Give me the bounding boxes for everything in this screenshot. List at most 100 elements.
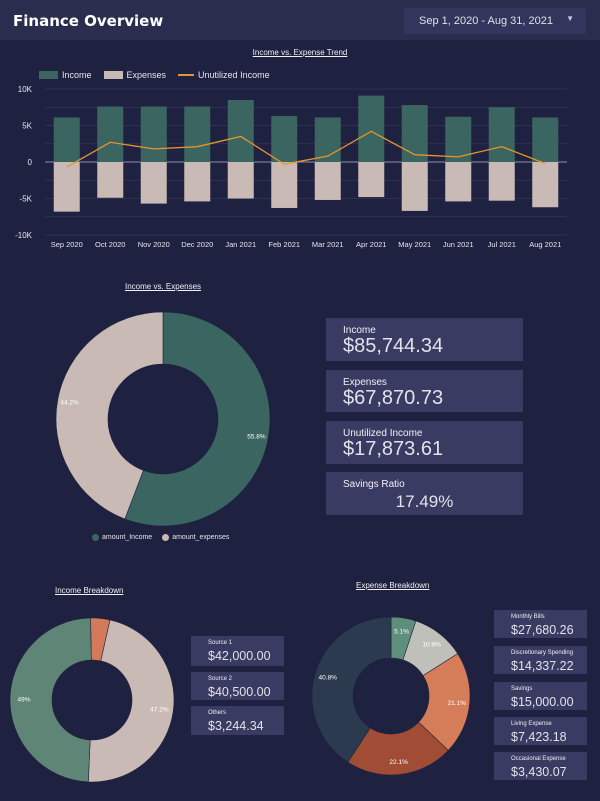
date-range-label: Sep 1, 2020 - Aug 31, 2021 — [419, 15, 553, 27]
income-vs-expenses-donut: 55.8% 44.2% — [55, 311, 271, 527]
income-breakdown-slice — [87, 619, 175, 783]
expense-living-value: $7,423.18 — [511, 730, 567, 744]
x-tick-label: May 2021 — [398, 240, 431, 249]
y-tick-label: -10K — [15, 231, 33, 240]
x-tick-label: Jun 2021 — [443, 240, 474, 249]
income-vs-expenses-legend: amount_Income amount_expenses — [92, 534, 239, 541]
trend-legend: Income Expenses Unutilized Income — [39, 70, 282, 80]
kpi-unutilized-label: Unutilized Income — [343, 428, 423, 439]
expense-bar — [488, 162, 515, 201]
income-bar — [488, 107, 515, 162]
income-source1-value: $42,000.00 — [208, 649, 271, 663]
expense-living-label: Living Expense — [511, 721, 552, 727]
expense-bar — [271, 162, 298, 208]
x-tick-label: Sep 2020 — [51, 240, 83, 249]
kpi-expenses-card: Expenses $67,870.73 — [326, 370, 523, 412]
income-vs-expenses-title: Income vs. Expenses — [125, 282, 202, 291]
x-tick-label: Dec 2020 — [181, 240, 213, 249]
x-tick-label: Nov 2020 — [138, 240, 170, 249]
income-source1-label: Source 1 — [208, 640, 233, 646]
expense-bar — [184, 162, 211, 202]
income-vs-expenses-value-label: 55.8% — [247, 434, 266, 441]
page-title: Finance Overview — [13, 12, 164, 30]
legend-expenses[interactable]: Expenses — [103, 70, 166, 80]
expense-breakdown-donut: 5.1% 10.9% 21.1% 22.1% 40.8% — [311, 616, 471, 776]
kpi-savings-ratio-label: Savings Ratio — [343, 479, 405, 490]
expense-monthly-bills-value: $27,680.26 — [511, 623, 574, 637]
kpi-income-value: $85,744.34 — [343, 335, 444, 357]
income-bar — [532, 117, 559, 162]
income-source2-label: Source 2 — [208, 676, 233, 682]
income-breakdown-value-label: 49% — [17, 697, 30, 704]
expense-savings-label: Savings — [511, 686, 533, 692]
income-others-label: Others — [208, 710, 227, 716]
income-bar — [97, 106, 124, 162]
x-tick-label: Apr 2021 — [356, 240, 386, 249]
header-bar: Finance Overview Sep 1, 2020 - Aug 31, 2… — [0, 0, 600, 40]
expense-breakdown-slice — [311, 616, 392, 763]
expense-bar — [532, 162, 559, 208]
x-tick-label: Mar 2021 — [312, 240, 344, 249]
expense-breakdown-value-label: 22.1% — [389, 759, 408, 766]
x-tick-label: Jul 2021 — [488, 240, 516, 249]
kpi-income-card: Income $85,744.34 — [326, 318, 523, 361]
expense-breakdown-title: Expense Breakdown — [356, 581, 430, 590]
expense-bar — [314, 162, 341, 200]
expense-breakdown-value-label: 40.8% — [319, 675, 338, 682]
legend-unutilized-income[interactable]: Unutilized Income — [178, 70, 270, 80]
expense-breakdown-value-label: 5.1% — [394, 628, 409, 635]
income-bar — [227, 99, 254, 162]
y-tick-label: 10K — [18, 85, 33, 94]
expense-discretionary-card: Discretionary Spending $14,337.22 — [494, 646, 587, 674]
y-tick-label: -5K — [20, 195, 33, 204]
expense-bar — [401, 162, 428, 211]
legend-amount-income[interactable]: amount_Income — [92, 534, 152, 541]
income-vs-expenses-slice — [124, 311, 271, 527]
expense-monthly-bills-card: Monthly Bills $27,680.26 — [494, 610, 587, 638]
income-source2-card: Source 2 $40,500.00 — [191, 672, 284, 700]
expense-discretionary-label: Discretionary Spending — [511, 650, 574, 656]
kpi-savings-ratio-card: Savings Ratio 17.49% — [326, 472, 523, 515]
income-breakdown-slice — [9, 617, 92, 783]
income-breakdown-donut: 47.2% 49% — [9, 617, 175, 783]
expense-occasional-card: Occasional Expense $3,430.07 — [494, 752, 587, 780]
kpi-expenses-label: Expenses — [343, 377, 387, 388]
income-others-card: Others $3,244.34 — [191, 706, 284, 735]
y-tick-label: 5K — [22, 122, 32, 131]
caret-down-icon: ▼ — [566, 14, 574, 23]
expense-bar — [140, 162, 167, 204]
income-bar — [271, 116, 298, 162]
expense-living-card: Living Expense $7,423.18 — [494, 717, 587, 745]
expense-bar — [445, 162, 472, 202]
expense-occasional-label: Occasional Expense — [511, 756, 566, 762]
income-bar — [184, 106, 211, 162]
kpi-savings-ratio-value: 17.49% — [395, 492, 454, 511]
x-tick-label: Jan 2021 — [225, 240, 256, 249]
income-bar — [53, 117, 80, 162]
expense-bar — [97, 162, 124, 198]
expense-monthly-bills-label: Monthly Bills — [511, 614, 545, 620]
income-breakdown-value-label: 47.2% — [150, 707, 169, 714]
trend-chart-title: Income vs. Expense Trend — [252, 48, 348, 57]
expense-breakdown-value-label: 21.1% — [447, 700, 466, 707]
income-others-value: $3,244.34 — [208, 719, 264, 733]
trend-chart: 10K 5K 0 -5K -10K Sep 2020 Oct 2020 Nov 2020 Dec… — [15, 85, 567, 249]
kpi-unutilized-value: $17,873.61 — [343, 438, 444, 460]
kpi-unutilized-card: Unutilized Income $17,873.61 — [326, 421, 523, 464]
expense-breakdown-value-label: 10.9% — [422, 641, 441, 648]
date-range-selector[interactable]: Sep 1, 2020 - Aug 31, 2021 ▼ — [404, 8, 586, 34]
legend-amount-expenses[interactable]: amount_expenses — [162, 534, 229, 541]
income-source2-value: $40,500.00 — [208, 685, 271, 699]
income-bar — [314, 117, 341, 162]
x-tick-label: Oct 2020 — [95, 240, 125, 249]
x-tick-label: Aug 2021 — [529, 240, 561, 249]
expense-savings-card: Savings $15,000.00 — [494, 682, 587, 710]
expense-bar — [53, 162, 80, 212]
income-bar — [401, 105, 428, 162]
y-tick-label: 0 — [28, 158, 33, 167]
income-source1-card: Source 1 $42,000.00 — [191, 636, 284, 666]
income-breakdown-title: Income Breakdown — [55, 586, 124, 595]
legend-income[interactable]: Income — [39, 70, 92, 80]
income-vs-expenses-slice — [55, 311, 164, 520]
income-bar — [140, 106, 167, 162]
